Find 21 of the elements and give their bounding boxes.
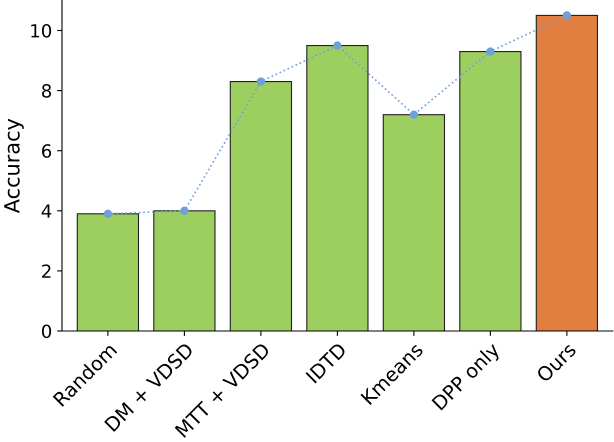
point [410,110,418,119]
bar [76,213,140,331]
y-tick-label: 10 [31,24,52,38]
y-axis-title: Accuracy [4,118,24,214]
y-tick-label: 4 [42,204,52,218]
point [486,47,495,56]
bar [536,14,598,331]
point [333,41,342,50]
bar [230,81,292,331]
y-tick-label: 2 [42,264,50,278]
bar [459,50,522,331]
point [256,77,266,86]
point [104,210,112,218]
point [180,206,189,215]
point [562,11,572,20]
bar [382,114,446,331]
bar [306,44,369,331]
y-tick-label: 6 [42,144,52,158]
y-tick-label: 0 [42,324,52,338]
bar [153,210,216,331]
y-tick-label: 8 [42,84,52,98]
